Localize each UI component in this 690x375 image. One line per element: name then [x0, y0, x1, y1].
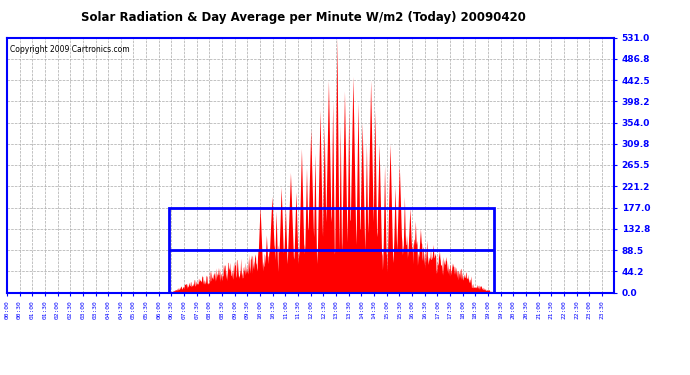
Text: Solar Radiation & Day Average per Minute W/m2 (Today) 20090420: Solar Radiation & Day Average per Minute…: [81, 11, 526, 24]
Bar: [169, 207, 494, 292]
Text: Copyright 2009 Cartronics.com: Copyright 2009 Cartronics.com: [10, 45, 130, 54]
